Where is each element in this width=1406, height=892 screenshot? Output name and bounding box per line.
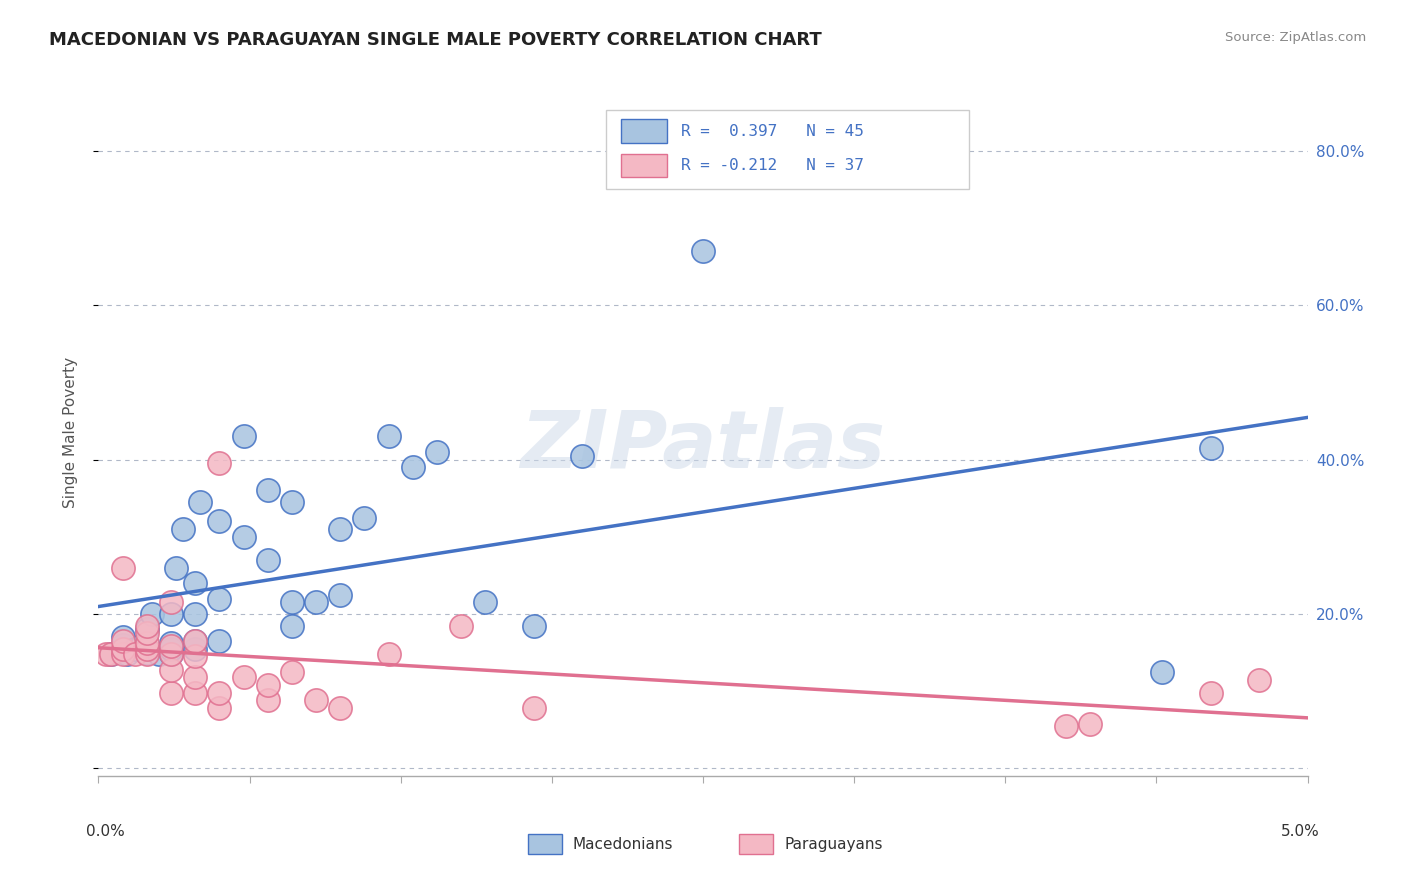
Point xyxy=(256,693,278,707)
Text: R = -0.212   N = 37: R = -0.212 N = 37 xyxy=(682,158,865,173)
Point xyxy=(1054,719,1077,733)
Point xyxy=(184,641,207,656)
FancyBboxPatch shape xyxy=(740,834,773,854)
Point xyxy=(474,595,496,609)
Point xyxy=(111,630,134,644)
Text: MACEDONIAN VS PARAGUAYAN SINGLE MALE POVERTY CORRELATION CHART: MACEDONIAN VS PARAGUAYAN SINGLE MALE POV… xyxy=(49,31,823,49)
Point xyxy=(232,530,254,544)
Point xyxy=(111,647,134,661)
FancyBboxPatch shape xyxy=(621,153,666,178)
Point xyxy=(160,686,183,700)
Point xyxy=(571,449,593,463)
Point xyxy=(353,510,375,524)
Point xyxy=(692,244,714,259)
Point xyxy=(100,647,122,661)
Point xyxy=(232,429,254,443)
Y-axis label: Single Male Poverty: Single Male Poverty xyxy=(63,357,77,508)
Point xyxy=(208,514,231,528)
Point xyxy=(402,460,425,475)
Point xyxy=(208,591,231,606)
Point xyxy=(1152,665,1174,679)
Point xyxy=(160,647,183,661)
Point xyxy=(160,647,183,661)
Point xyxy=(232,670,254,684)
Point xyxy=(426,445,449,459)
Point xyxy=(135,618,157,632)
Point xyxy=(184,670,207,684)
Point xyxy=(256,483,278,498)
Point xyxy=(111,634,134,648)
Point xyxy=(117,647,139,661)
Point xyxy=(281,618,304,632)
Point xyxy=(135,626,157,640)
Point xyxy=(184,576,207,591)
Point xyxy=(305,693,328,707)
Point xyxy=(329,588,352,602)
Point xyxy=(135,646,157,660)
Point xyxy=(450,618,472,632)
Point xyxy=(111,641,134,656)
Point xyxy=(208,701,231,715)
Point xyxy=(148,647,170,661)
Point xyxy=(523,701,546,715)
Point xyxy=(1249,673,1271,687)
Point xyxy=(281,595,304,609)
Point xyxy=(111,560,134,574)
Point xyxy=(305,595,328,609)
Point xyxy=(111,638,134,652)
Point xyxy=(100,647,122,661)
Point xyxy=(124,641,146,656)
FancyBboxPatch shape xyxy=(621,120,666,143)
Point xyxy=(135,647,157,661)
Point xyxy=(281,665,304,679)
Point xyxy=(135,641,157,656)
Point xyxy=(1199,686,1222,700)
FancyBboxPatch shape xyxy=(527,834,561,854)
Point xyxy=(329,701,352,715)
Point xyxy=(131,638,153,652)
Point xyxy=(111,644,134,658)
Point xyxy=(165,560,187,574)
Point xyxy=(160,641,183,656)
Point xyxy=(184,634,207,648)
Point xyxy=(135,636,157,650)
Text: 5.0%: 5.0% xyxy=(1281,824,1320,839)
Point xyxy=(184,686,207,700)
Point xyxy=(377,429,399,443)
Text: Macedonians: Macedonians xyxy=(572,837,673,852)
Point xyxy=(184,634,207,648)
Point xyxy=(184,607,207,621)
Point xyxy=(523,618,546,632)
Point xyxy=(377,647,399,661)
Point xyxy=(208,634,231,648)
Point xyxy=(172,522,194,536)
Point xyxy=(160,595,183,609)
Text: R =  0.397   N = 45: R = 0.397 N = 45 xyxy=(682,124,865,138)
Point xyxy=(160,640,183,654)
Point xyxy=(208,686,231,700)
Text: ZIPatlas: ZIPatlas xyxy=(520,408,886,485)
Text: Source: ZipAtlas.com: Source: ZipAtlas.com xyxy=(1226,31,1367,45)
Point xyxy=(94,647,117,661)
Text: 0.0%: 0.0% xyxy=(86,824,125,839)
Point xyxy=(1199,441,1222,455)
Point xyxy=(256,678,278,692)
Point xyxy=(329,522,352,536)
Point xyxy=(208,457,231,471)
Point xyxy=(1078,716,1101,731)
Point xyxy=(124,647,146,661)
Text: Paraguayans: Paraguayans xyxy=(785,837,883,852)
Point xyxy=(160,607,183,621)
Point xyxy=(256,553,278,567)
Point xyxy=(160,636,183,650)
Point xyxy=(188,495,211,509)
Point xyxy=(141,607,163,621)
Point xyxy=(160,663,183,677)
Point xyxy=(281,495,304,509)
Point xyxy=(184,649,207,664)
Point xyxy=(135,623,157,637)
FancyBboxPatch shape xyxy=(606,110,969,189)
